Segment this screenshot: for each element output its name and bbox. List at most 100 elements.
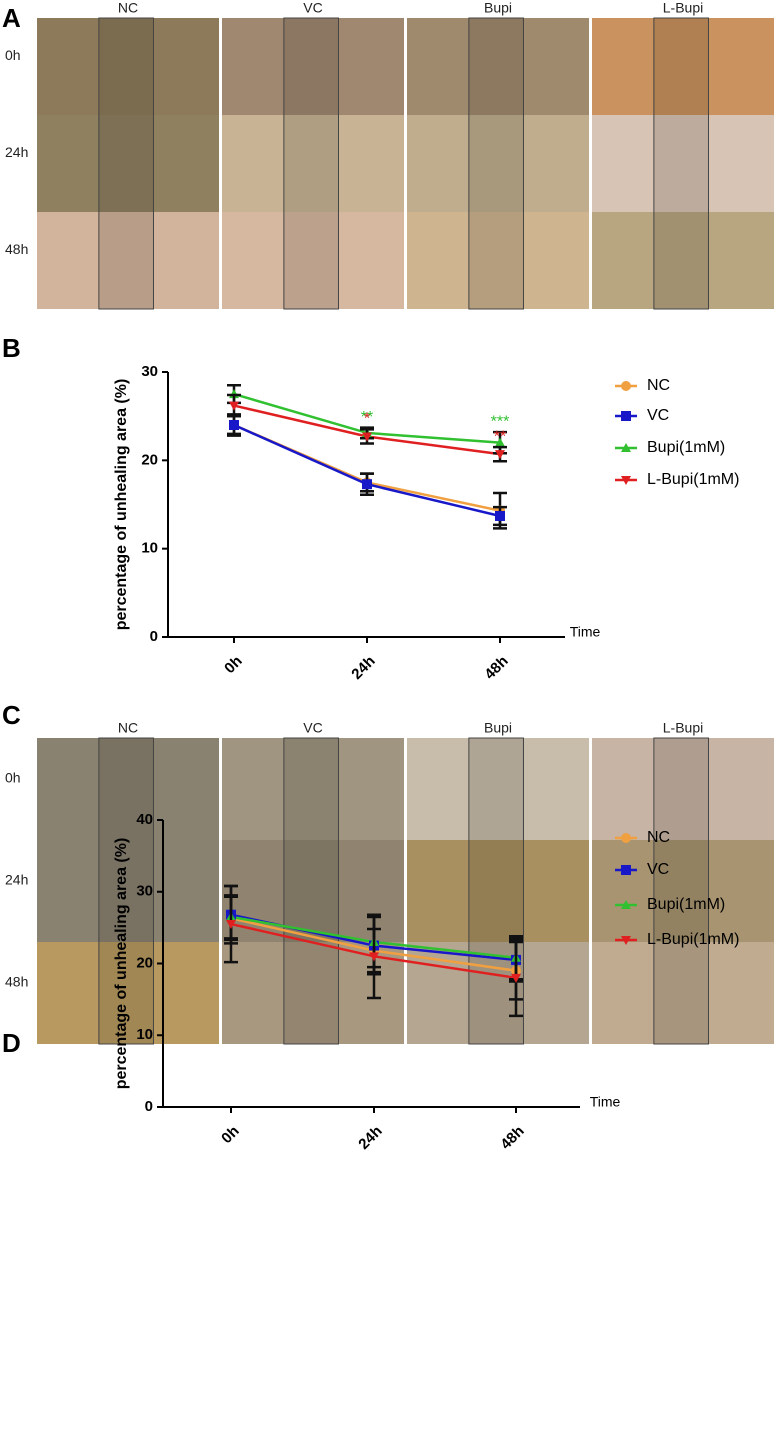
scratch-area — [653, 18, 709, 115]
micrograph-cell — [222, 212, 404, 309]
scratch-area — [468, 212, 524, 309]
scratch-outline — [98, 737, 154, 1045]
y-tick-label: 40 — [136, 811, 153, 828]
scratch-area — [283, 212, 339, 309]
legend-label: VC — [647, 407, 669, 424]
y-tick-label: 20 — [141, 451, 158, 468]
y-tick-label: 30 — [136, 883, 153, 900]
point — [362, 432, 372, 442]
scratch-area — [98, 115, 154, 212]
scratch-area — [98, 942, 154, 1044]
scratch-outline — [283, 17, 339, 310]
scratch-area — [653, 738, 709, 840]
scratch-area — [98, 212, 154, 309]
panel-label: A — [2, 3, 21, 33]
significance: ** — [494, 428, 506, 445]
row-label: 24h — [5, 144, 28, 160]
row-label: 48h — [5, 241, 28, 257]
legend-marker — [621, 476, 631, 485]
micrograph-cell — [407, 115, 589, 212]
y-tick-label: 20 — [136, 954, 153, 971]
x-tick-label: 0h — [221, 653, 245, 677]
scratch-area — [653, 115, 709, 212]
scratch-area — [468, 840, 524, 942]
column-label: VC — [303, 0, 322, 16]
micrograph-cell — [407, 212, 589, 309]
scratch-area — [283, 115, 339, 212]
scratch-area — [468, 18, 524, 115]
micrograph-cell — [592, 212, 774, 309]
scratch-area — [468, 738, 524, 840]
point — [229, 420, 239, 430]
column-label: L-Bupi — [663, 0, 703, 16]
scratch-area — [283, 18, 339, 115]
scratch-area — [98, 18, 154, 115]
column-label: L-Bupi — [663, 720, 703, 736]
micrograph-cell — [592, 840, 774, 942]
scratch-area — [653, 212, 709, 309]
scratch-outline — [653, 17, 709, 310]
point — [362, 479, 372, 490]
legend-label: L-Bupi(1mM) — [647, 471, 739, 488]
scratch-outline — [468, 737, 524, 1045]
legend-label: NC — [647, 377, 670, 394]
scratch-area — [98, 840, 154, 942]
legend-label: VC — [647, 861, 669, 878]
legend-marker — [621, 936, 631, 945]
column-label: Bupi — [484, 720, 512, 736]
scratch-outline — [283, 737, 339, 1045]
legend-marker — [621, 411, 631, 421]
legend-label: L-Bupi(1mM) — [647, 931, 739, 948]
x-tick-label: 48h — [497, 1123, 527, 1153]
micrograph-cell — [222, 115, 404, 212]
point — [369, 952, 379, 962]
x-tick-label: 48h — [481, 653, 511, 683]
micrograph-cell — [592, 738, 774, 840]
micrograph-cell — [407, 840, 589, 942]
scratch-area — [468, 115, 524, 212]
legend-label: Bupi(1mM) — [647, 439, 725, 456]
point — [229, 401, 239, 411]
legend-marker — [621, 381, 631, 391]
micrograph-cell — [222, 738, 404, 840]
row-label: 0h — [5, 770, 21, 786]
micrograph-cell — [407, 738, 589, 840]
panel-label: B — [2, 333, 21, 363]
micrograph-cell — [37, 942, 219, 1044]
column-label: NC — [118, 720, 138, 736]
row-label: 0h — [5, 47, 21, 63]
legend-label: NC — [647, 829, 670, 846]
micrograph-cell — [592, 942, 774, 1044]
point — [495, 450, 505, 460]
legend-marker — [621, 443, 631, 452]
point — [495, 510, 505, 521]
micrograph-cell — [37, 115, 219, 212]
x-tick-label: 24h — [355, 1123, 385, 1153]
column-label: NC — [118, 0, 138, 16]
point — [511, 973, 521, 983]
row-label: 48h — [5, 974, 28, 990]
x-tick-label: 0h — [218, 1123, 242, 1147]
point — [226, 920, 236, 930]
legend-label: Bupi(1mM) — [647, 896, 725, 913]
micrograph-cell — [407, 18, 589, 115]
scratch-area — [653, 942, 709, 1044]
y-tick-label: 0 — [145, 1098, 153, 1115]
micrograph-cell — [592, 115, 774, 212]
y-tick-label: 30 — [141, 363, 158, 380]
significance: ** — [361, 409, 373, 426]
x-tick-label: 24h — [348, 653, 378, 683]
y-tick-label: 10 — [136, 1026, 153, 1043]
micrograph-cell — [222, 18, 404, 115]
column-label: Bupi — [484, 0, 512, 16]
scratch-area — [653, 840, 709, 942]
scratch-area — [283, 840, 339, 942]
scratch-outline — [98, 17, 154, 310]
legend-marker — [621, 833, 631, 843]
micrograph-cell — [37, 840, 219, 942]
micrograph-cell — [37, 212, 219, 309]
row-label: 24h — [5, 872, 28, 888]
scratch-area — [98, 738, 154, 840]
legend-marker — [621, 865, 631, 875]
y-tick-label: 10 — [141, 540, 158, 557]
